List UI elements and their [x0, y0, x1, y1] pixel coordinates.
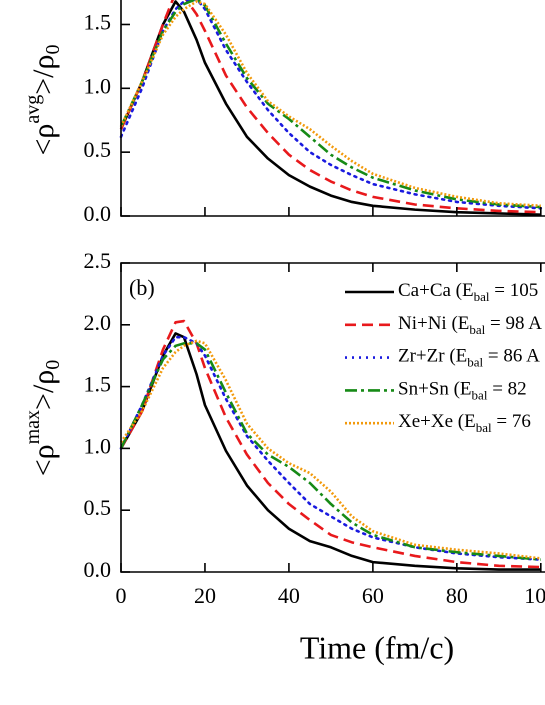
x-tick-label: 100 — [524, 583, 545, 608]
y-tick-label: 2.0 — [84, 310, 112, 335]
x-axis-label: Time (fm/c) — [300, 629, 454, 665]
x-tick-label: 20 — [194, 583, 216, 608]
series-line — [119, 0, 541, 209]
series-line — [119, 335, 543, 561]
legend-label: Ni+Ni (Ebal = 98 A — [398, 313, 542, 337]
panel-label: (b) — [129, 275, 155, 300]
series-line — [119, 0, 543, 210]
legend-label: Ca+Ca (Ebal = 105 — [398, 280, 538, 304]
y-tick-label: 0.5 — [84, 495, 112, 520]
y-tick-label: 1.5 — [84, 10, 112, 35]
y-axis-label: <ρmax>/ρ0 — [22, 360, 64, 477]
series-line — [119, 339, 541, 560]
x-tick-label: 0 — [116, 583, 127, 608]
series-line — [119, 319, 541, 569]
legend-label: Zr+Zr (Ebal = 86 A — [398, 346, 540, 370]
series-line — [119, 342, 541, 561]
series-line — [119, 0, 541, 214]
y-tick-label: 1.0 — [84, 73, 112, 98]
y-tick-label: 0.5 — [84, 137, 112, 162]
y-tick-label: 0.0 — [84, 201, 112, 226]
series-line — [119, 0, 541, 217]
legend-label: Xe+Xe (Ebal = 76 — [398, 412, 531, 436]
series-line — [119, 332, 541, 571]
y-tick-label: 0.0 — [84, 557, 112, 582]
axes-frame — [120, 0, 545, 217]
axes-frame — [120, 262, 545, 573]
x-tick-label: 60 — [362, 583, 384, 608]
legend-label: Sn+Sn (Ebal = 82 — [398, 379, 527, 403]
y-tick-label: 1.5 — [84, 372, 112, 397]
series-line — [119, 0, 541, 208]
y-axis-label: <ρavg>/ρ0 — [22, 44, 64, 155]
y-tick-label: 1.0 — [84, 433, 112, 458]
x-tick-label: 80 — [446, 583, 468, 608]
y-tick-label: 2.5 — [84, 248, 112, 273]
x-tick-label: 40 — [278, 583, 300, 608]
